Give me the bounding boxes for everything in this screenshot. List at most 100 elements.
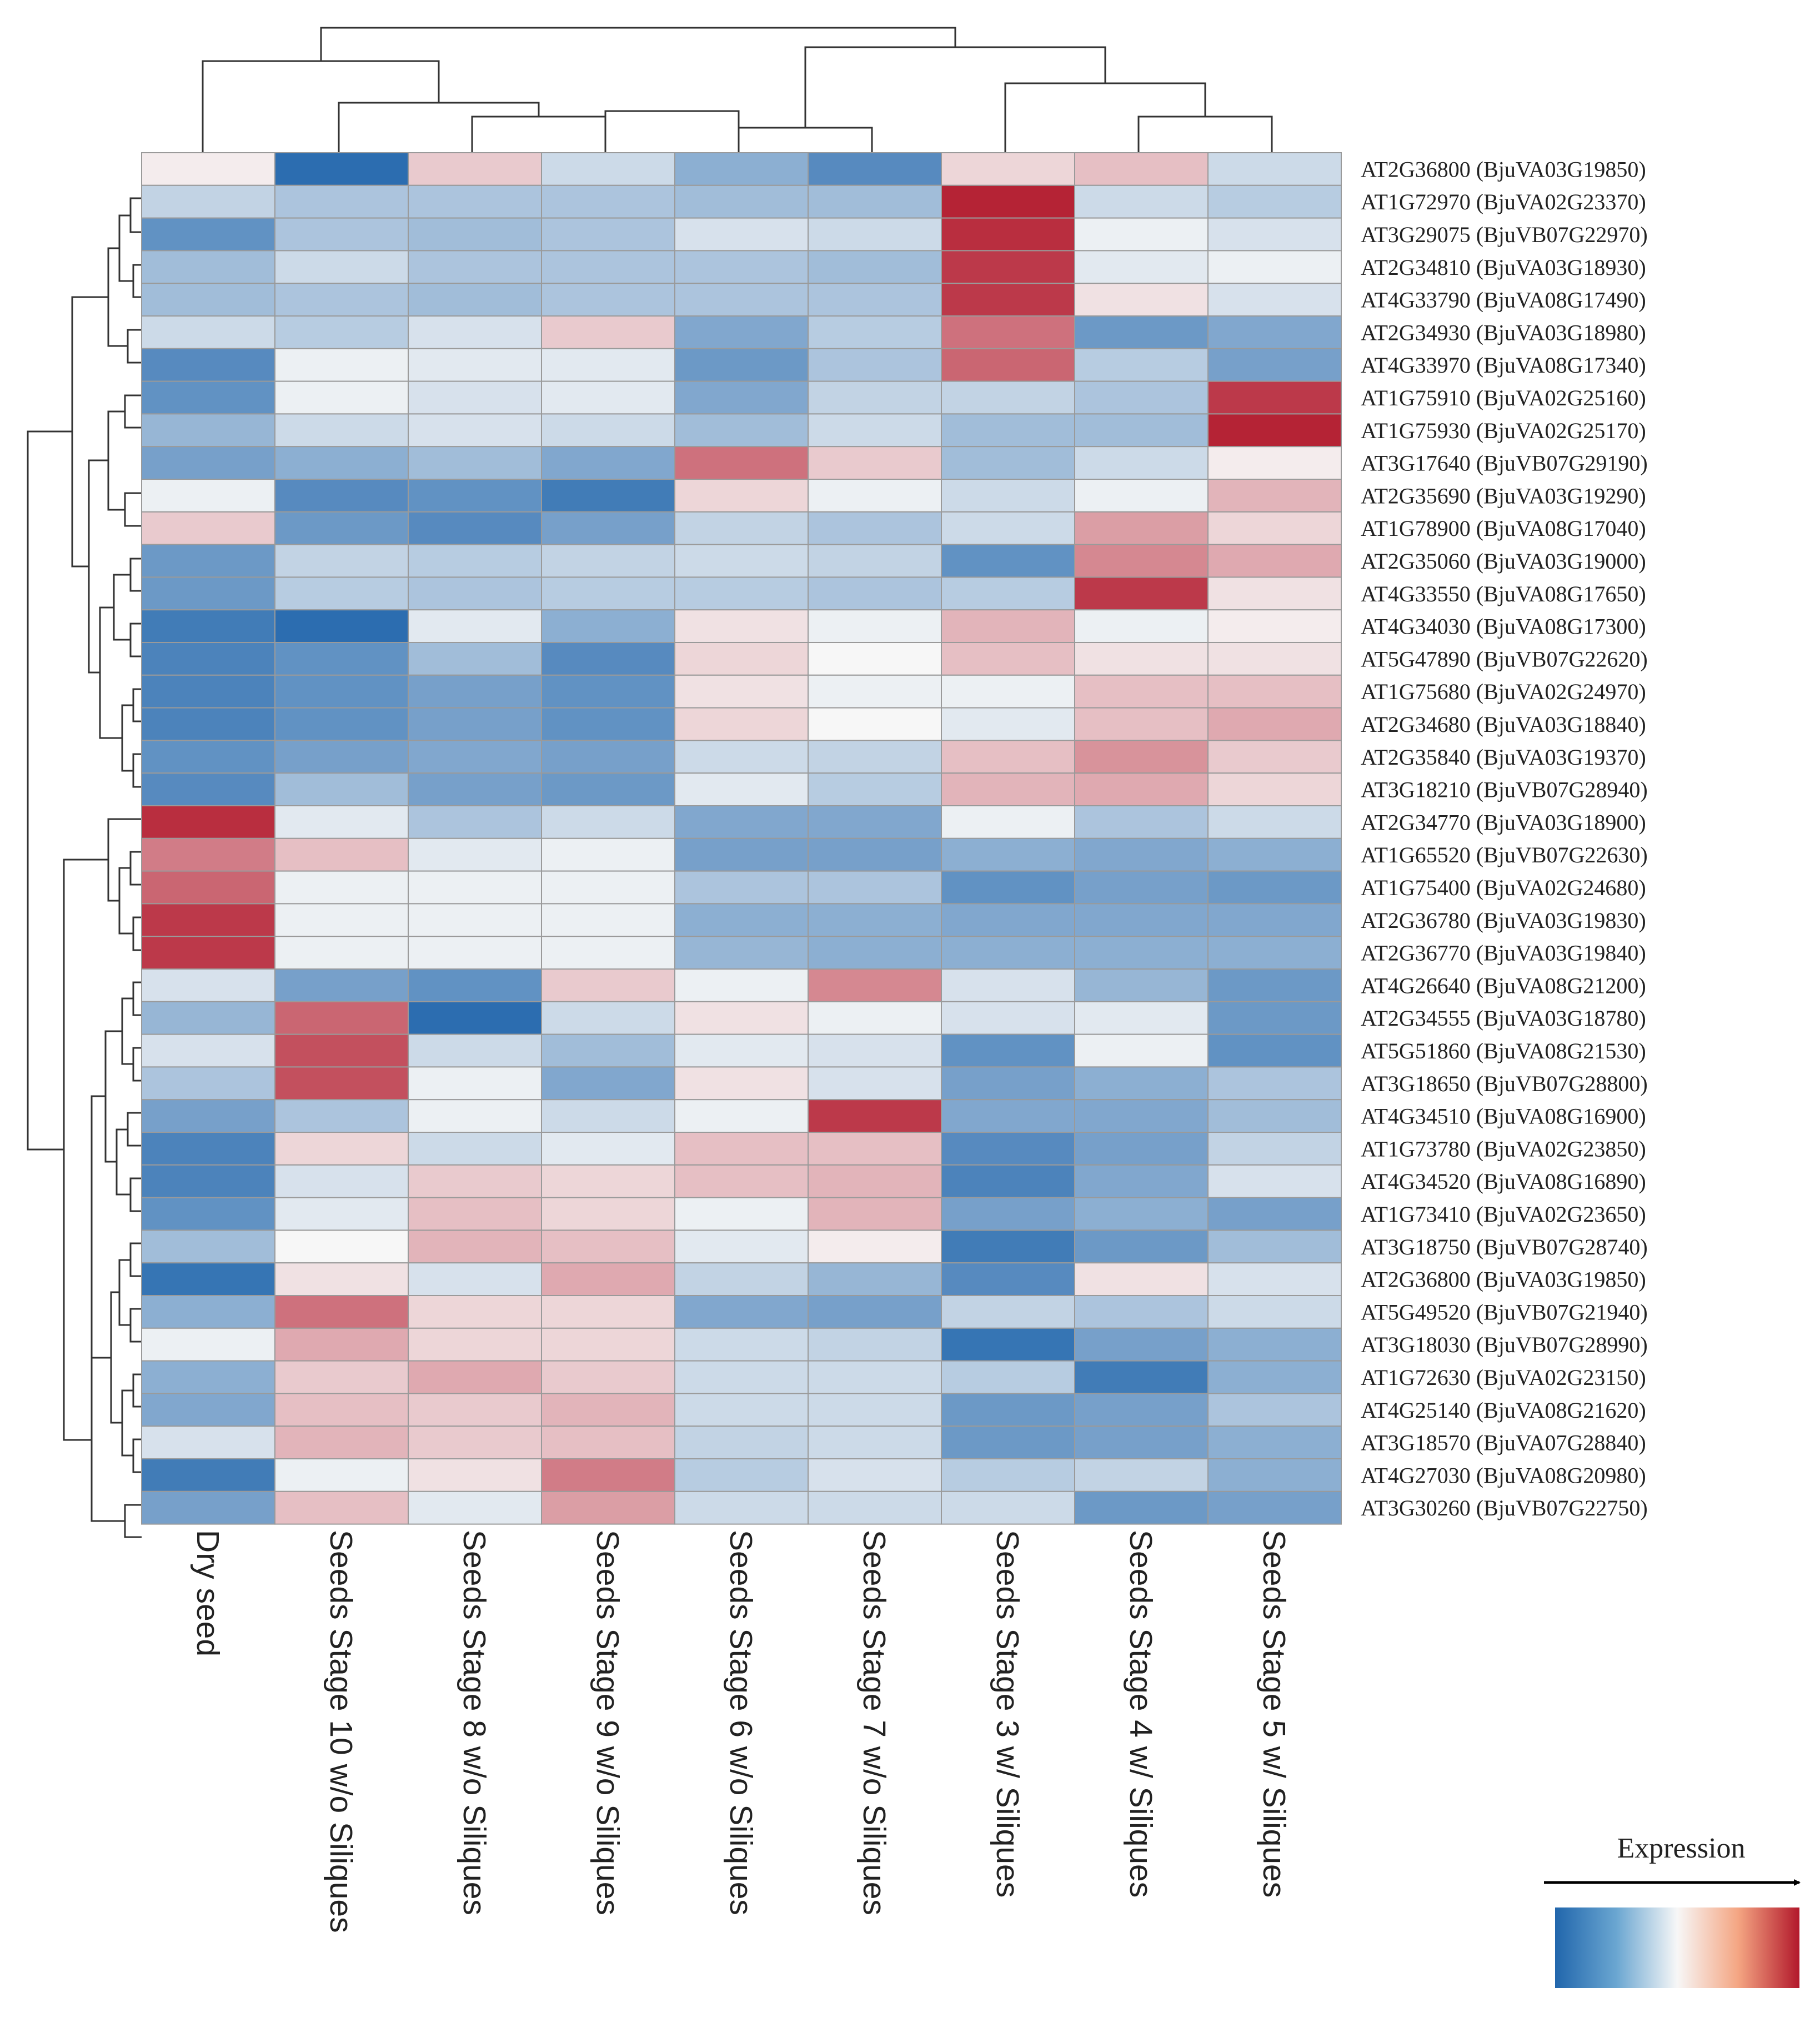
- row-dendro-link: [91, 1095, 111, 1359]
- heatmap-cell: [408, 642, 542, 676]
- heatmap-cell: [408, 283, 542, 317]
- heatmap-cell: [674, 446, 809, 480]
- heatmap-cell: [941, 544, 1075, 578]
- heatmap-cell: [274, 870, 409, 905]
- heatmap-cell: [408, 217, 542, 252]
- row-label: AT1G75400 (BjuVA02G24680): [1361, 875, 1646, 900]
- heatmap-cell: [541, 1229, 675, 1264]
- heatmap-cell: [941, 1229, 1075, 1264]
- heatmap-cell: [1207, 642, 1342, 676]
- heatmap-cell: [1074, 315, 1209, 349]
- heatmap-cell: [274, 968, 409, 1002]
- row-label: AT4G26640 (BjuVA08G21200): [1361, 973, 1646, 998]
- heatmap-cell: [808, 184, 942, 219]
- heatmap-cell: [808, 479, 942, 513]
- row-label: AT2G35690 (BjuVA03G19290): [1361, 483, 1646, 508]
- column-label: Seeds Stage 9 w/o Siliques: [590, 1530, 625, 1915]
- column-labels: Dry seed Seeds Stage 10 w/o Siliques Seeds…: [190, 1530, 1292, 1933]
- heatmap-cell: [1207, 805, 1342, 839]
- heatmap-cell: [541, 348, 675, 382]
- heatmap-cell: [541, 740, 675, 774]
- heatmap-cell: [274, 413, 409, 448]
- heatmap-cell: [1207, 1229, 1342, 1264]
- column-label: Seeds Stage 5 w/ Siliques: [1256, 1530, 1292, 1898]
- heatmap-cell: [541, 479, 675, 513]
- heatmap-cell: [141, 446, 275, 480]
- heatmap-cell: [941, 1001, 1075, 1035]
- heatmap-cell: [808, 674, 942, 709]
- column-label: Seeds Stage 6 w/o Siliques: [723, 1530, 759, 1915]
- row-label: AT5G51860 (BjuVA08G21530): [1361, 1038, 1646, 1063]
- heatmap-cell: [541, 772, 675, 806]
- heatmap-cell: [941, 1425, 1075, 1459]
- heatmap-cell: [541, 1327, 675, 1362]
- heatmap-cell: [674, 870, 809, 905]
- heatmap-cell: [1207, 674, 1342, 709]
- heatmap-cell: [141, 348, 275, 382]
- heatmap-cell: [1207, 446, 1342, 480]
- heatmap-cell: [808, 805, 942, 839]
- heatmap-cell: [274, 1295, 409, 1329]
- heatmap-cell: [808, 446, 942, 480]
- heatmap-cell: [141, 968, 275, 1002]
- heatmap-cell: [141, 1197, 275, 1231]
- heatmap-cell: [674, 184, 809, 219]
- heatmap-cell: [541, 1360, 675, 1394]
- heatmap-cell: [808, 348, 942, 382]
- heatmap-cell: [408, 1360, 542, 1394]
- heatmap-cell: [141, 707, 275, 741]
- heatmap-cell: [408, 250, 542, 284]
- heatmap-cell: [1074, 1327, 1209, 1362]
- heatmap-cell: [408, 576, 542, 611]
- column-label: Seeds Stage 3 w/ Siliques: [990, 1530, 1025, 1898]
- heatmap-cell: [1207, 1099, 1342, 1133]
- heatmap-cell: [1207, 217, 1342, 252]
- heatmap-cell: [1207, 479, 1342, 513]
- heatmap-cell: [674, 936, 809, 970]
- heatmap-cell: [1074, 609, 1209, 643]
- heatmap-cell: [141, 674, 275, 709]
- heatmap-cell: [1207, 413, 1342, 448]
- heatmap-cell: [274, 217, 409, 252]
- heatmap-cell: [141, 283, 275, 317]
- heatmap-cell: [674, 152, 809, 186]
- heatmap-cell: [541, 217, 675, 252]
- heatmap-cell: [541, 1066, 675, 1101]
- heatmap-cell: [541, 283, 675, 317]
- heatmap-cell: [274, 936, 409, 970]
- heatmap-cell: [408, 511, 542, 545]
- heatmap-cell: [1074, 1033, 1209, 1068]
- column-label: Dry seed: [190, 1530, 225, 1656]
- heatmap-cell: [274, 1229, 409, 1264]
- heatmap-cell: [141, 1066, 275, 1101]
- heatmap-cell: [941, 1360, 1075, 1394]
- heatmap-cell: [674, 609, 809, 643]
- heatmap-cell: [541, 805, 675, 839]
- heatmap-cell: [674, 1001, 809, 1035]
- heatmap-cell: [274, 1197, 409, 1231]
- heatmap-cell: [941, 217, 1075, 252]
- row-label: AT4G34510 (BjuVA08G16900): [1361, 1104, 1646, 1129]
- heatmap-cell: [1207, 511, 1342, 545]
- heatmap-cell: [808, 1164, 942, 1198]
- heatmap-cell: [1074, 1458, 1209, 1492]
- heatmap-cell: [941, 1197, 1075, 1231]
- heatmap-cell: [541, 1295, 675, 1329]
- heatmap-cell: [408, 315, 542, 349]
- heatmap-cell: [941, 772, 1075, 806]
- heatmap-cell: [941, 805, 1075, 839]
- heatmap-cell: [1207, 250, 1342, 284]
- heatmap-cell: [408, 1327, 542, 1362]
- heatmap-cell: [141, 576, 275, 611]
- heatmap-cell: [941, 1099, 1075, 1133]
- heatmap-cell: [808, 1360, 942, 1394]
- heatmap-cell: [274, 1458, 409, 1492]
- heatmap-cell: [808, 283, 942, 317]
- heatmap-cell: [408, 152, 542, 186]
- heatmap-cell: [1074, 642, 1209, 676]
- row-label: AT1G78900 (BjuVA08G17040): [1361, 516, 1646, 541]
- heatmap-cell: [1074, 1262, 1209, 1296]
- heatmap-cell: [541, 250, 675, 284]
- heatmap-cell: [408, 805, 542, 839]
- heatmap-cell: [274, 184, 409, 219]
